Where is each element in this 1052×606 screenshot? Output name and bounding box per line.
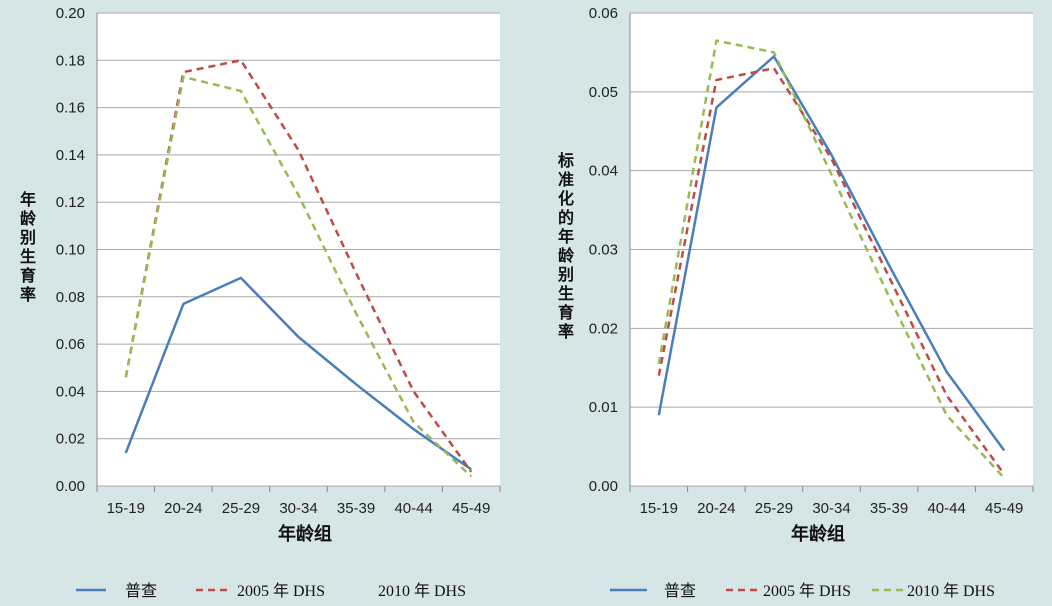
- x-tick-label-left: 45-49: [452, 500, 490, 517]
- y-tick-label-left: 0.20: [56, 5, 85, 22]
- legend-label-dhs2005-right: 2005 年 DHS: [763, 582, 851, 600]
- series-line-1-right: [657, 66, 1006, 475]
- y-tick-label-right: 0.05: [589, 84, 618, 101]
- y-tick-label-right: 0.00: [589, 478, 618, 495]
- y-tick-label-left: 0.00: [56, 478, 85, 495]
- y-tick-label-left: 0.18: [56, 52, 85, 69]
- x-tick-labels-left: 15-19 20-24 25-29 30-34 35-39 40-44 45-49: [107, 500, 491, 517]
- y-tick-label-right: 0.04: [589, 163, 618, 180]
- x-tick-label-left: 35-39: [337, 500, 375, 517]
- gridlines-right: [629, 12, 1034, 492]
- chart-right: 0.00 0.01 0.02 0.03 0.04 0.05 0.06 15-19 20-24 2…: [557, 5, 1034, 600]
- x-tick-label-right: 20-24: [697, 500, 735, 517]
- series-lines-right: [657, 39, 1006, 479]
- x-tick-label-left: 15-19: [107, 500, 145, 517]
- x-tick-label-left: 25-29: [222, 500, 260, 517]
- legend-label-dhs2005-left: 2005 年 DHS: [237, 582, 325, 600]
- y-tick-labels-left: 0.00 0.02 0.04 0.06 0.08 0.10 0.12 0.14 0.16 0.18…: [56, 5, 85, 495]
- y-tick-label-right: 0.02: [589, 320, 618, 337]
- y-tick-labels-right: 0.00 0.01 0.02 0.03 0.04 0.05 0.06: [589, 5, 618, 495]
- y-axis-label-right: 标准化的年龄别生育率: [557, 152, 575, 341]
- y-tick-label-left: 0.14: [56, 147, 85, 164]
- series-lines-left: [124, 59, 473, 478]
- x-tick-label-right: 45-49: [985, 500, 1023, 517]
- x-tick-labels-right: 15-19 20-24 25-29 30-34 35-39 40-44 45-49: [640, 500, 1024, 517]
- y-tick-label-left: 0.08: [56, 289, 85, 306]
- series-line-0-right: [657, 55, 1006, 452]
- legend-label-dhs2010-left: 2010 年 DHS: [378, 582, 466, 600]
- y-tick-label-left: 0.12: [56, 194, 85, 211]
- x-axis-label-left: 年龄组: [278, 523, 332, 544]
- legend-left: 普查 2005 年 DHS 2010 年 DHS: [76, 582, 466, 600]
- y-axis-label-left: 年龄别生育率: [19, 190, 37, 304]
- y-tick-label-left: 0.02: [56, 431, 85, 448]
- legend-label-census-left: 普查: [125, 582, 157, 600]
- series-line-2-right: [657, 39, 1006, 479]
- legend-label-census-right: 普查: [664, 582, 696, 600]
- x-tick-label-left: 40-44: [394, 500, 432, 517]
- x-tick-label-right: 30-34: [812, 500, 850, 517]
- legend-label-dhs2010-right: 2010 年 DHS: [907, 582, 995, 600]
- gridlines-left: [96, 12, 501, 492]
- y-tick-label-right: 0.06: [589, 5, 618, 22]
- y-tick-label-left: 0.10: [56, 242, 85, 259]
- x-tick-label-right: 40-44: [927, 500, 965, 517]
- series-line-0-left: [124, 276, 472, 471]
- series-line-2-left: [124, 75, 473, 478]
- y-tick-label-left: 0.06: [56, 336, 85, 353]
- x-tick-label-left: 20-24: [164, 500, 202, 517]
- y-tick-label-right: 0.01: [589, 399, 618, 416]
- y-tick-label-right: 0.03: [589, 242, 618, 259]
- y-tick-label-left: 0.04: [56, 383, 85, 400]
- legend-right: 普查 2005 年 DHS 2010 年 DHS: [610, 582, 995, 600]
- x-axis-label-right: 年龄组: [791, 523, 845, 544]
- chart-left: 0.00 0.02 0.04 0.06 0.08 0.10 0.12 0.14 0.16 0.18…: [19, 5, 501, 600]
- x-tick-label-right: 35-39: [870, 500, 908, 517]
- y-tick-label-left: 0.16: [56, 100, 85, 117]
- x-tick-label-left: 30-34: [279, 500, 317, 517]
- x-tick-label-right: 25-29: [755, 500, 793, 517]
- x-tick-label-right: 15-19: [640, 500, 678, 517]
